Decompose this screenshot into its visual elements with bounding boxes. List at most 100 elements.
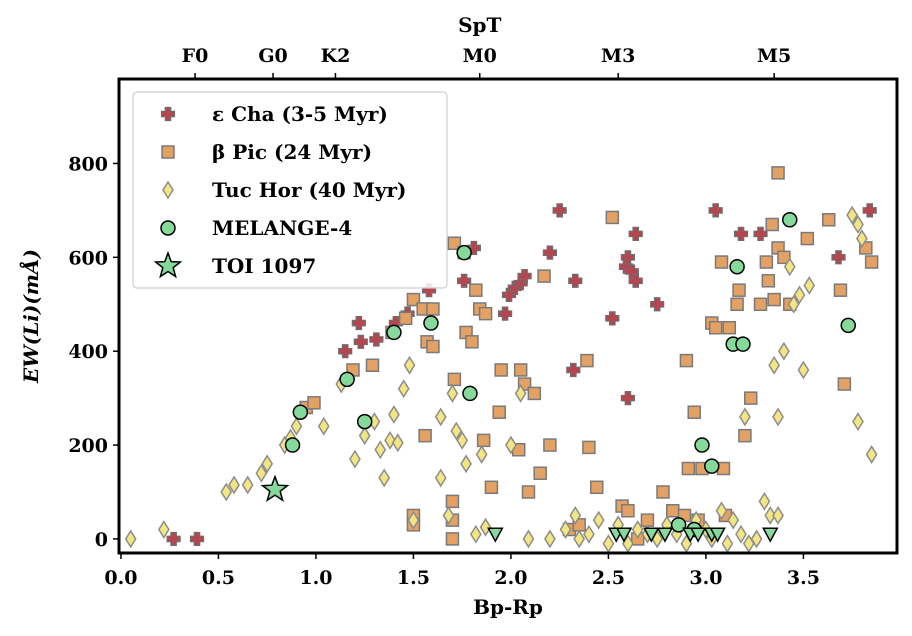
data-point-plus: [497, 306, 513, 321]
data-point-square: [767, 292, 781, 307]
data-point-circle: [670, 517, 687, 533]
data-point-diamond: [772, 407, 784, 427]
data-point-plus: [517, 269, 532, 284]
data-point-square: [730, 297, 744, 312]
x-tick-label: 2.0: [494, 567, 527, 589]
data-point-diamond: [255, 463, 268, 483]
data-point-diamond: [290, 416, 303, 436]
data-point-diamond: [434, 407, 447, 427]
data-point-diamond: [450, 421, 463, 441]
data-point-diamond: [241, 475, 254, 495]
data-points: [124, 166, 879, 554]
data-point-triangle-down: [643, 527, 660, 543]
data-point-square: [765, 217, 779, 232]
data-point-diamond: [602, 534, 615, 554]
data-point-square: [679, 353, 694, 368]
data-point-circle: [694, 437, 710, 453]
data-point-plus: [353, 334, 368, 349]
data-point-diamond: [124, 529, 137, 549]
data-point-plus: [568, 273, 583, 288]
data-point-diamond: [384, 430, 396, 450]
data-point-diamond: [378, 468, 391, 488]
data-point-diamond: [407, 510, 420, 530]
data-point-square: [753, 297, 768, 312]
data-point-diamond: [403, 355, 416, 375]
data-point-square: [656, 485, 670, 499]
x-tick-label: 1.5: [397, 567, 430, 589]
data-point-diamond: [856, 229, 868, 248]
data-point-diamond: [787, 294, 800, 314]
data-point-diamond: [758, 491, 771, 511]
legend-label: TOI 1097: [212, 254, 316, 278]
data-point-diamond: [544, 529, 556, 549]
data-point-plus: [189, 531, 205, 547]
x-axis-title: Bp-Rp: [473, 595, 543, 619]
data-point-square: [476, 433, 491, 448]
data-point-diamond: [157, 520, 170, 539]
data-point-plus: [338, 344, 353, 359]
x-tick-label: 2.5: [592, 567, 625, 589]
y-tick-label: 400: [68, 341, 108, 363]
data-point-circle: [386, 324, 402, 341]
data-point-square: [822, 213, 836, 227]
data-point-plus: [351, 315, 366, 331]
top-axis-title: SpT: [458, 13, 501, 37]
plot-area-frame: [117, 77, 899, 555]
data-point-diamond: [374, 440, 387, 460]
data-point-plus: [466, 240, 481, 256]
data-point-triangle-down: [487, 527, 504, 543]
top-tick-label: F0: [182, 45, 209, 67]
top-tick-label: G0: [258, 45, 287, 67]
top-tick-label: M3: [601, 45, 635, 67]
data-point-diamond: [220, 482, 233, 502]
y-tick-label: 600: [68, 247, 108, 269]
data-point-diamond: [772, 506, 784, 525]
data-point-square: [580, 353, 594, 368]
data-point-diamond: [592, 510, 605, 530]
data-point-diamond: [446, 384, 459, 403]
data-point-square: [621, 504, 635, 518]
data-point-diamond: [358, 426, 371, 446]
data-point-square: [469, 283, 483, 297]
data-point-plus: [552, 203, 567, 218]
data-point-square: [445, 494, 460, 509]
data-point-diamond: [505, 435, 517, 455]
data-point-diamond: [479, 517, 492, 537]
data-point-square: [864, 255, 879, 269]
data-point-diamond: [317, 416, 330, 436]
data-point-diamond: [768, 355, 781, 375]
x-tick-label: 3.5: [787, 567, 820, 589]
data-point-square: [681, 461, 696, 476]
data-point-triangle-down: [762, 527, 779, 543]
top-tick-label: M0: [463, 45, 497, 67]
data-point-diamond: [469, 524, 482, 544]
legend-marker: [153, 250, 183, 279]
axis-labels: 0.0 0.5 1.0 1.5 2.0 2.5 3.0 3.5 0 200 400 600 800 F0 G…: [68, 45, 820, 589]
data-point-square: [426, 339, 440, 354]
legend-marker: [160, 106, 176, 122]
data-point-square: [537, 269, 551, 283]
data-point-square: [521, 485, 536, 499]
legend-label: ε Cha (3-5 Myr): [212, 102, 388, 126]
data-point-plus: [542, 245, 558, 260]
data-point-diamond: [764, 506, 777, 525]
data-point-diamond: [475, 445, 488, 464]
data-point-plus: [620, 250, 636, 265]
data-point-circle: [292, 404, 309, 420]
data-point-diamond: [456, 430, 469, 450]
data-point-diamond: [852, 215, 864, 234]
data-point-square: [513, 363, 528, 377]
legend-label: β Pic (24 Myr): [212, 140, 372, 164]
data-point-diamond: [803, 276, 816, 295]
data-point-diamond: [434, 468, 447, 488]
data-point-square: [759, 255, 774, 269]
data-point-square: [837, 377, 852, 391]
data-point-diamond: [569, 506, 582, 525]
data-point-diamond: [349, 449, 361, 469]
data-point-circle: [456, 244, 472, 261]
data-point-square: [582, 440, 596, 455]
data-point-square: [398, 311, 413, 326]
data-point-square: [465, 335, 479, 349]
data-point-square: [589, 480, 604, 495]
data-point-star: [260, 474, 290, 502]
